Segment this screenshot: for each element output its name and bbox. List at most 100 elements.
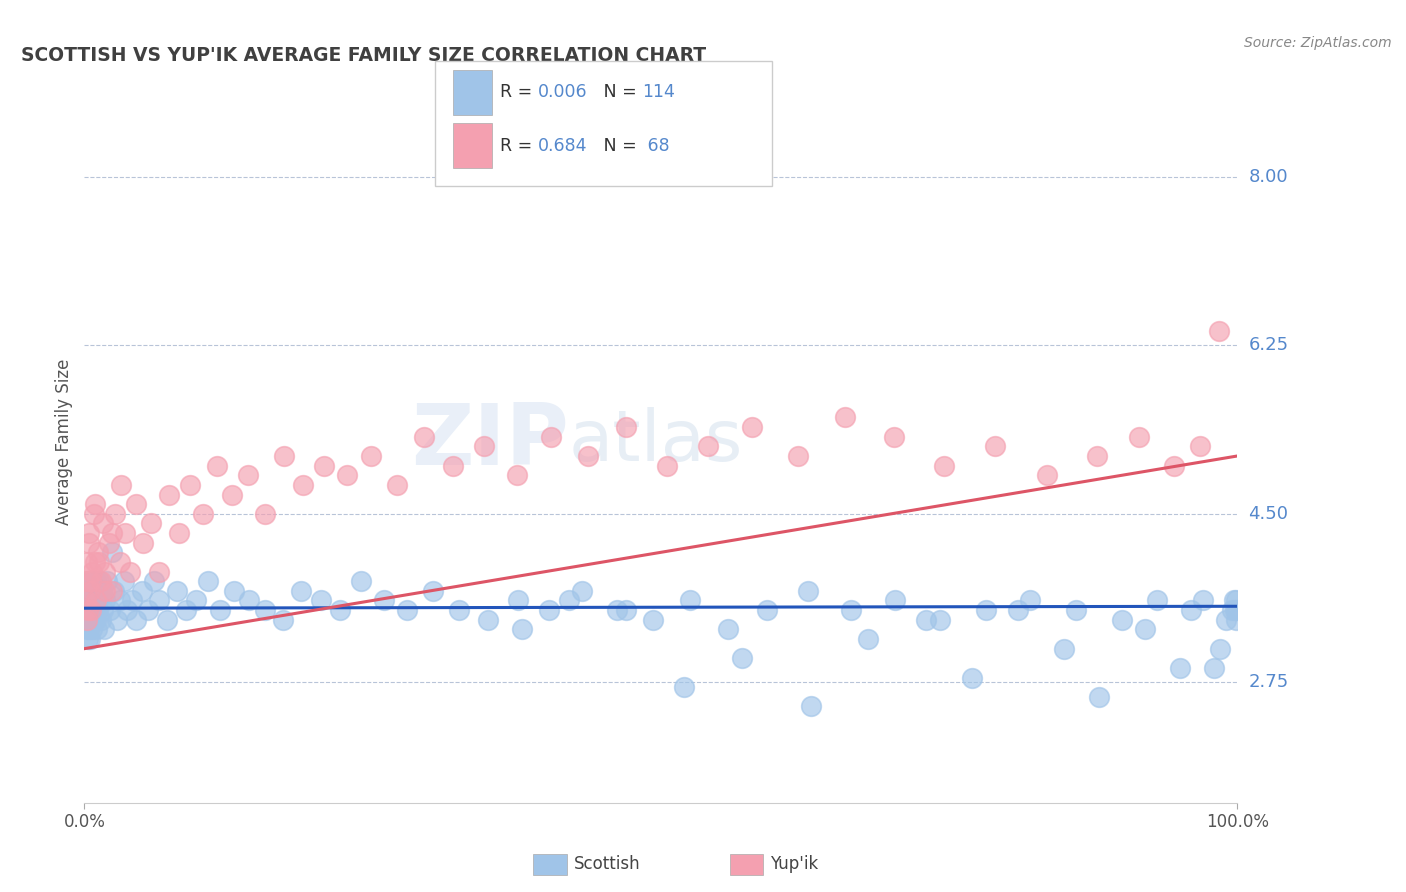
Point <box>236 468 259 483</box>
Point <box>540 430 562 444</box>
Point <box>89 555 111 569</box>
Point <box>75 613 97 627</box>
Text: 0.684: 0.684 <box>537 136 588 154</box>
Point <box>1225 593 1247 607</box>
Point <box>197 574 219 589</box>
Point <box>179 478 201 492</box>
Point <box>1226 603 1249 617</box>
Point <box>79 593 101 607</box>
Point <box>125 497 148 511</box>
Point <box>132 535 155 549</box>
Point <box>506 593 529 607</box>
Point <box>396 603 419 617</box>
Point <box>101 583 124 598</box>
Point <box>254 507 277 521</box>
Point <box>512 623 534 637</box>
Point <box>83 507 105 521</box>
Point <box>984 439 1007 453</box>
Point <box>449 603 471 617</box>
Text: 68: 68 <box>643 136 671 154</box>
Point <box>606 603 628 617</box>
Point <box>77 623 100 637</box>
Point <box>186 593 208 607</box>
Point <box>1053 641 1076 656</box>
Point <box>80 603 103 617</box>
Point <box>1146 593 1168 607</box>
Point <box>205 458 228 473</box>
Point <box>77 603 100 617</box>
Point <box>641 613 664 627</box>
Point <box>131 583 153 598</box>
Point <box>94 583 117 598</box>
Point <box>101 526 124 541</box>
Point <box>87 603 110 617</box>
Point <box>1168 661 1191 675</box>
Point <box>697 439 720 453</box>
Point <box>1163 458 1185 473</box>
Point <box>238 593 260 607</box>
Point <box>98 603 121 617</box>
Point <box>94 593 117 607</box>
Point <box>834 410 856 425</box>
Point <box>79 583 101 598</box>
Point <box>83 603 105 617</box>
Point <box>76 603 98 617</box>
Point <box>883 593 905 607</box>
Point <box>1036 468 1059 483</box>
Point <box>76 613 98 627</box>
Point <box>717 623 740 637</box>
Point <box>797 583 820 598</box>
Point <box>571 583 593 598</box>
Text: R =: R = <box>501 136 537 154</box>
Point <box>167 526 190 541</box>
Point <box>77 535 100 549</box>
Point <box>1215 613 1237 627</box>
Point <box>75 593 97 607</box>
Point <box>108 555 131 569</box>
Point <box>1189 439 1212 453</box>
Point <box>94 565 117 579</box>
Point <box>373 593 395 607</box>
Point <box>209 603 232 617</box>
Point <box>506 468 529 483</box>
Point <box>141 516 163 531</box>
Point <box>928 613 950 627</box>
Text: SCOTTISH VS YUP'IK AVERAGE FAMILY SIZE CORRELATION CHART: SCOTTISH VS YUP'IK AVERAGE FAMILY SIZE C… <box>21 45 706 65</box>
Point <box>120 565 142 579</box>
Point <box>755 603 778 617</box>
Point <box>858 632 880 646</box>
Point <box>1133 623 1156 637</box>
Point <box>314 458 336 473</box>
Point <box>97 535 120 549</box>
Text: R =: R = <box>501 84 537 102</box>
Text: 114: 114 <box>643 84 675 102</box>
Point <box>76 574 98 589</box>
Text: 4.50: 4.50 <box>1249 505 1288 523</box>
Point <box>1007 603 1029 617</box>
Point <box>79 632 101 646</box>
Point <box>112 574 135 589</box>
Point <box>82 565 104 579</box>
Point <box>148 593 170 607</box>
Point <box>108 593 131 607</box>
Point <box>79 583 101 598</box>
Point <box>1064 603 1087 617</box>
Point <box>82 593 104 607</box>
Point <box>83 613 105 627</box>
Point <box>79 613 101 627</box>
Point <box>1225 613 1247 627</box>
Point <box>329 603 352 617</box>
Point <box>80 574 103 589</box>
Point <box>77 526 100 541</box>
Point <box>96 574 118 589</box>
Point <box>125 613 148 627</box>
Text: Yup'ik: Yup'ik <box>770 855 818 873</box>
Point <box>422 583 444 598</box>
Point <box>76 613 98 627</box>
Point <box>290 583 312 598</box>
Point <box>83 593 105 607</box>
Point <box>110 478 132 492</box>
Point <box>254 603 277 617</box>
Text: Source: ZipAtlas.com: Source: ZipAtlas.com <box>1244 36 1392 50</box>
Point <box>1220 603 1243 617</box>
